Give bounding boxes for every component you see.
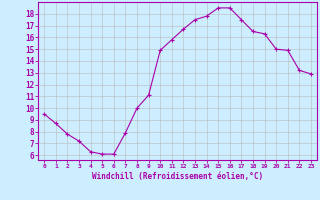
X-axis label: Windchill (Refroidissement éolien,°C): Windchill (Refroidissement éolien,°C) xyxy=(92,172,263,181)
